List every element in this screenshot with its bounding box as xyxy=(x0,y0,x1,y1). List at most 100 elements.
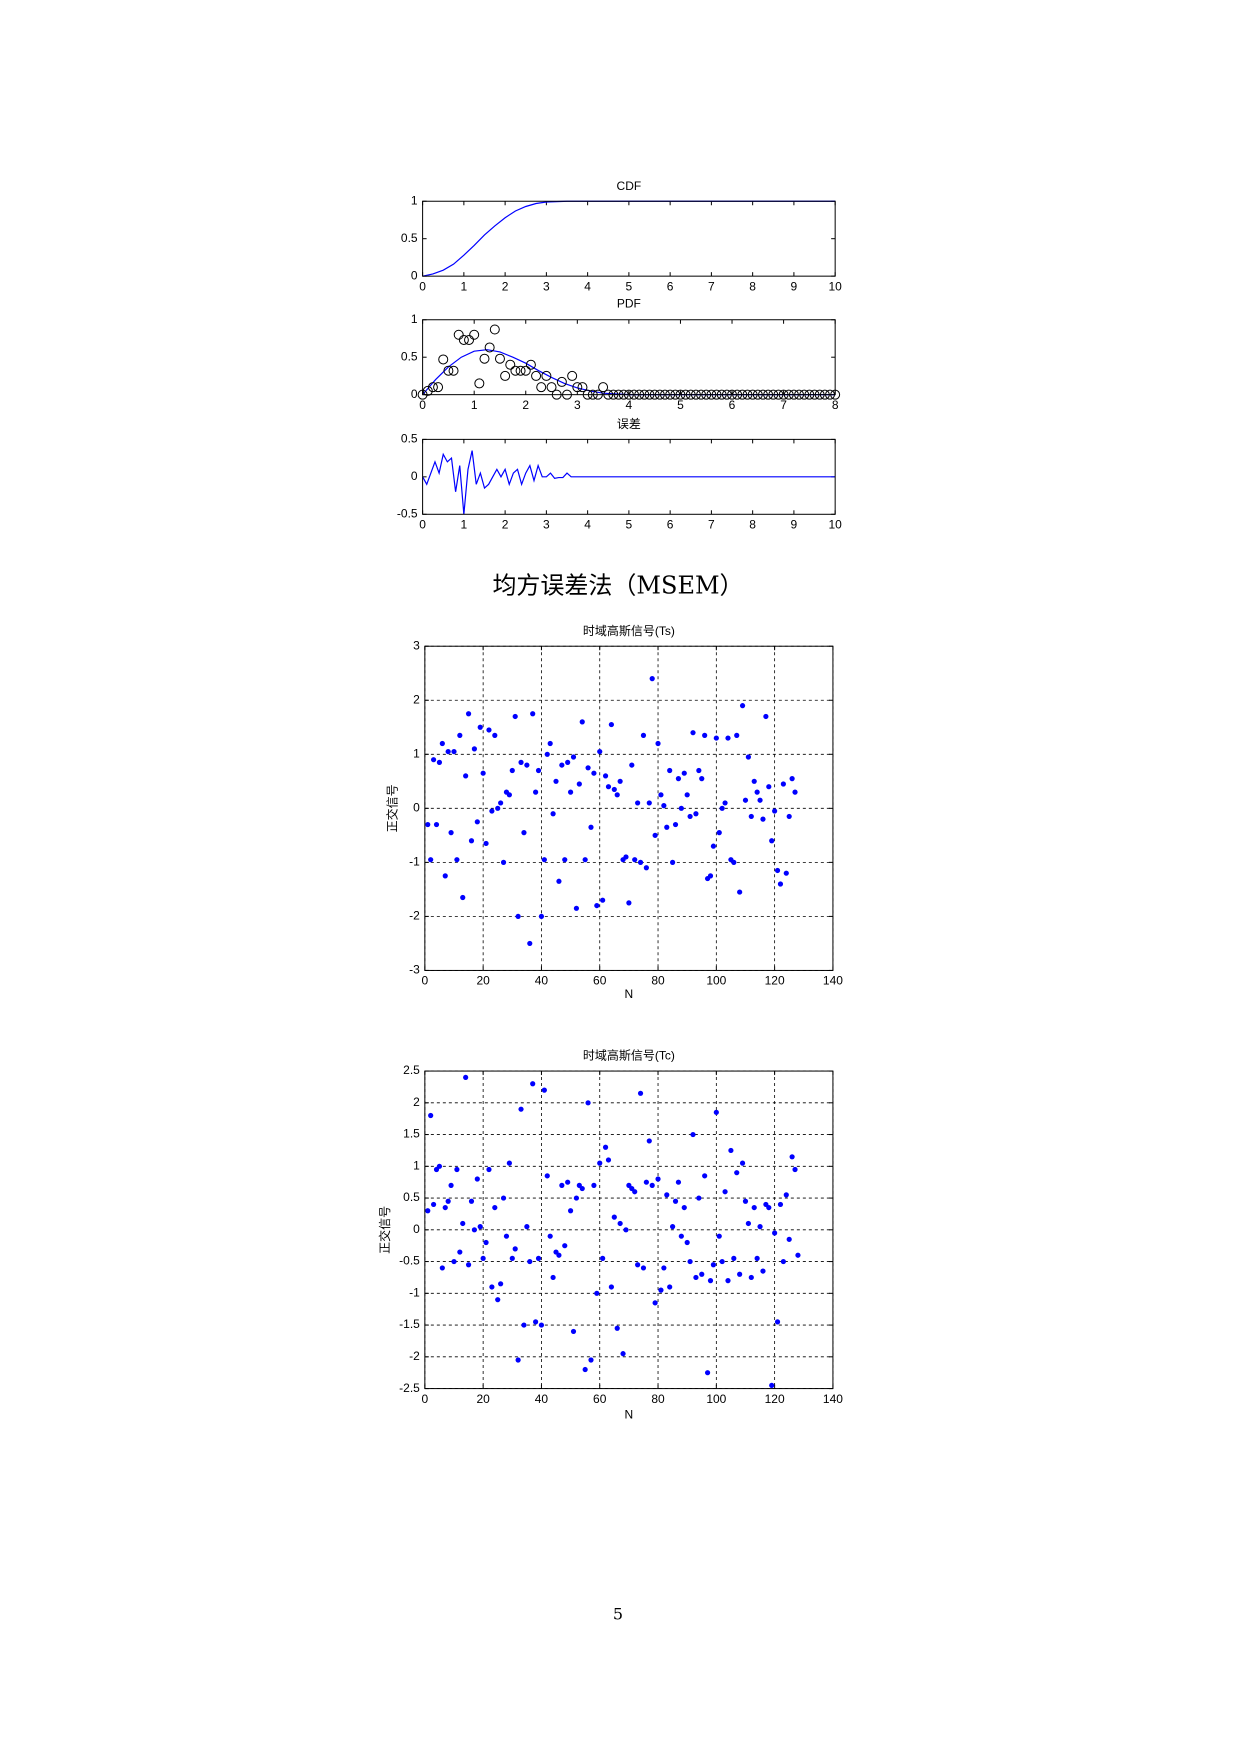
data-point xyxy=(480,770,486,776)
data-point xyxy=(614,1325,620,1331)
chart-title: 时域高斯信号(Ts) xyxy=(583,623,675,638)
data-point xyxy=(646,800,652,806)
data-point xyxy=(670,859,676,865)
x-tick-label: 7 xyxy=(780,398,787,412)
data-point xyxy=(451,748,457,755)
x-tick-label: 40 xyxy=(535,1392,549,1406)
data-point xyxy=(751,778,757,784)
x-tick-label: 0 xyxy=(422,1392,429,1406)
data-point xyxy=(495,1297,501,1303)
data-point xyxy=(577,382,588,393)
data-point xyxy=(789,1154,795,1160)
data-point xyxy=(463,1074,469,1081)
x-tick-label: 120 xyxy=(765,974,785,988)
x-tick-label: 100 xyxy=(706,1392,726,1406)
data-point xyxy=(629,762,635,768)
data-point xyxy=(608,1284,614,1290)
data-point xyxy=(594,902,600,909)
data-point xyxy=(570,754,577,760)
data-point xyxy=(559,1182,565,1188)
data-point xyxy=(748,813,754,820)
data-point xyxy=(556,376,567,387)
y-axis-label: 正交信号 xyxy=(385,784,400,832)
y-tick-label: 0.5 xyxy=(403,1190,420,1204)
data-point xyxy=(483,1239,489,1246)
data-point xyxy=(640,732,647,738)
data-point xyxy=(454,1166,460,1173)
data-point xyxy=(530,711,536,717)
data-point xyxy=(483,840,489,847)
data-point xyxy=(460,1220,466,1227)
data-point xyxy=(731,859,737,865)
data-point xyxy=(719,1258,725,1265)
data-point xyxy=(602,1144,609,1150)
data-point xyxy=(515,913,521,920)
data-point xyxy=(716,1233,722,1239)
data-point xyxy=(535,1255,542,1261)
data-point xyxy=(505,359,516,370)
y-tick-label: -1 xyxy=(409,855,420,869)
data-point xyxy=(704,1370,711,1376)
data-point xyxy=(757,1224,763,1230)
data-point xyxy=(646,1138,652,1144)
data-point xyxy=(527,940,533,947)
x-tick-label: 6 xyxy=(667,517,674,531)
data-point xyxy=(425,1208,431,1214)
data-point xyxy=(734,732,740,738)
data-point xyxy=(477,724,483,730)
data-point xyxy=(774,1319,781,1325)
y-tick-label: 1 xyxy=(413,1158,420,1172)
data-point xyxy=(699,776,705,782)
y-tick-label: -2.5 xyxy=(399,1381,420,1395)
y-tick-label: 2.5 xyxy=(403,1063,420,1077)
data-point xyxy=(428,1112,434,1119)
data-point xyxy=(506,792,512,798)
data-point xyxy=(480,1255,486,1261)
data-point xyxy=(786,1236,792,1242)
x-tick-label: 40 xyxy=(535,974,549,988)
x-tick-label: 140 xyxy=(823,1392,843,1406)
data-point xyxy=(572,382,583,393)
data-point xyxy=(500,1195,507,1201)
y-tick-label: 1 xyxy=(413,746,420,760)
data-point xyxy=(512,1246,518,1252)
data-point xyxy=(492,1204,498,1211)
data-point xyxy=(623,854,629,860)
data-point xyxy=(465,711,472,717)
y-tick-label: -1 xyxy=(409,1285,420,1299)
x-tick-label: 8 xyxy=(749,279,756,293)
plot-area xyxy=(422,201,836,277)
x-tick-label: 2 xyxy=(502,279,509,293)
data-point xyxy=(541,1087,547,1093)
data-point xyxy=(611,1214,617,1220)
data-point xyxy=(672,821,679,828)
x-tick-label: 10 xyxy=(828,517,842,531)
data-point xyxy=(722,800,728,806)
data-point xyxy=(451,1258,457,1265)
data-point xyxy=(484,342,495,353)
x-axis-label: N xyxy=(625,1408,634,1422)
data-point xyxy=(719,805,725,811)
x-tick-label: 8 xyxy=(749,517,756,531)
data-point xyxy=(754,789,760,795)
data-point xyxy=(445,1198,451,1204)
data-point xyxy=(620,1351,626,1357)
data-point xyxy=(716,830,722,836)
chart-title: PDF xyxy=(617,296,641,310)
data-point xyxy=(745,1220,751,1227)
data-point xyxy=(518,1106,524,1112)
y-tick-label: 0 xyxy=(411,268,418,282)
data-point xyxy=(635,1262,641,1268)
data-point xyxy=(477,1224,483,1230)
data-point xyxy=(463,773,469,779)
x-tick-label: 0 xyxy=(419,279,426,293)
y-tick-label: 0 xyxy=(411,387,418,401)
x-tick-label: 7 xyxy=(708,279,715,293)
data-point xyxy=(460,894,466,901)
y-tick-label: 1 xyxy=(411,193,418,207)
x-tick-label: 80 xyxy=(651,1392,665,1406)
y-tick-label: -2 xyxy=(409,909,420,923)
data-point xyxy=(503,1233,510,1239)
y-tick-label: 1 xyxy=(411,312,418,326)
data-point xyxy=(524,1224,530,1230)
